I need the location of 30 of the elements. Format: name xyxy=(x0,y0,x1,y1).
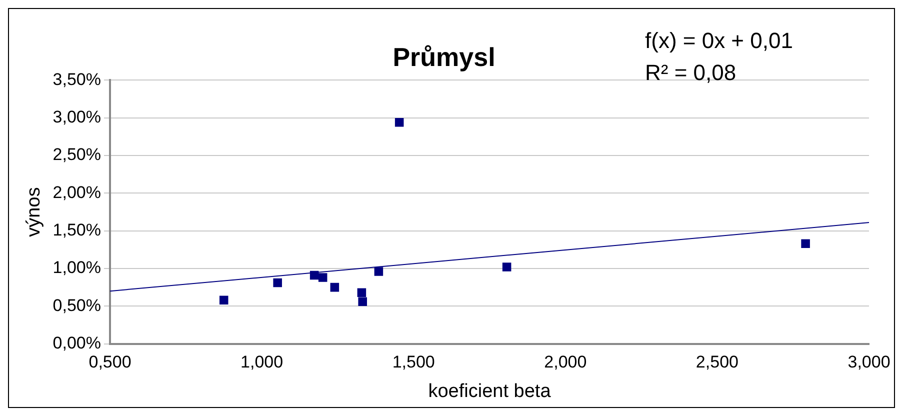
point xyxy=(219,296,228,305)
point xyxy=(273,278,282,288)
point xyxy=(310,270,319,280)
annotation: R² = 0,08 xyxy=(645,60,736,86)
x-tick-label: 3,000 xyxy=(848,352,890,372)
x-tick-label: 2,500 xyxy=(696,352,738,372)
x-tick-label: 1,000 xyxy=(240,352,284,372)
chart-title: Průmysl xyxy=(392,42,496,72)
point xyxy=(318,273,328,282)
y-tick-label: 0,00% xyxy=(52,333,102,352)
y-axis-title: výnos xyxy=(24,187,45,237)
point xyxy=(357,288,366,297)
y-tick-label: 3,00% xyxy=(52,108,102,127)
y-tick-label: 1,00% xyxy=(52,258,102,278)
y-tick-label: 1,50% xyxy=(52,220,102,240)
point xyxy=(374,267,384,276)
y-tick-label: 3,50% xyxy=(52,70,102,89)
text: f(x) = 0x + 0,01 xyxy=(645,28,793,54)
x-axis-title: koeficient beta xyxy=(428,380,552,402)
y-tick-label: 2,00% xyxy=(52,182,102,202)
point xyxy=(358,297,367,306)
point xyxy=(330,282,340,292)
point xyxy=(394,118,404,127)
y-tick-label: 0,50% xyxy=(52,296,102,315)
y-tick-label: 2,50% xyxy=(52,145,102,164)
x-tick-label: 0,500 xyxy=(88,352,132,372)
x-tick-label: 2,000 xyxy=(544,352,587,372)
x-tick-label: 1,500 xyxy=(392,352,435,372)
point xyxy=(502,262,512,272)
point xyxy=(801,239,810,248)
